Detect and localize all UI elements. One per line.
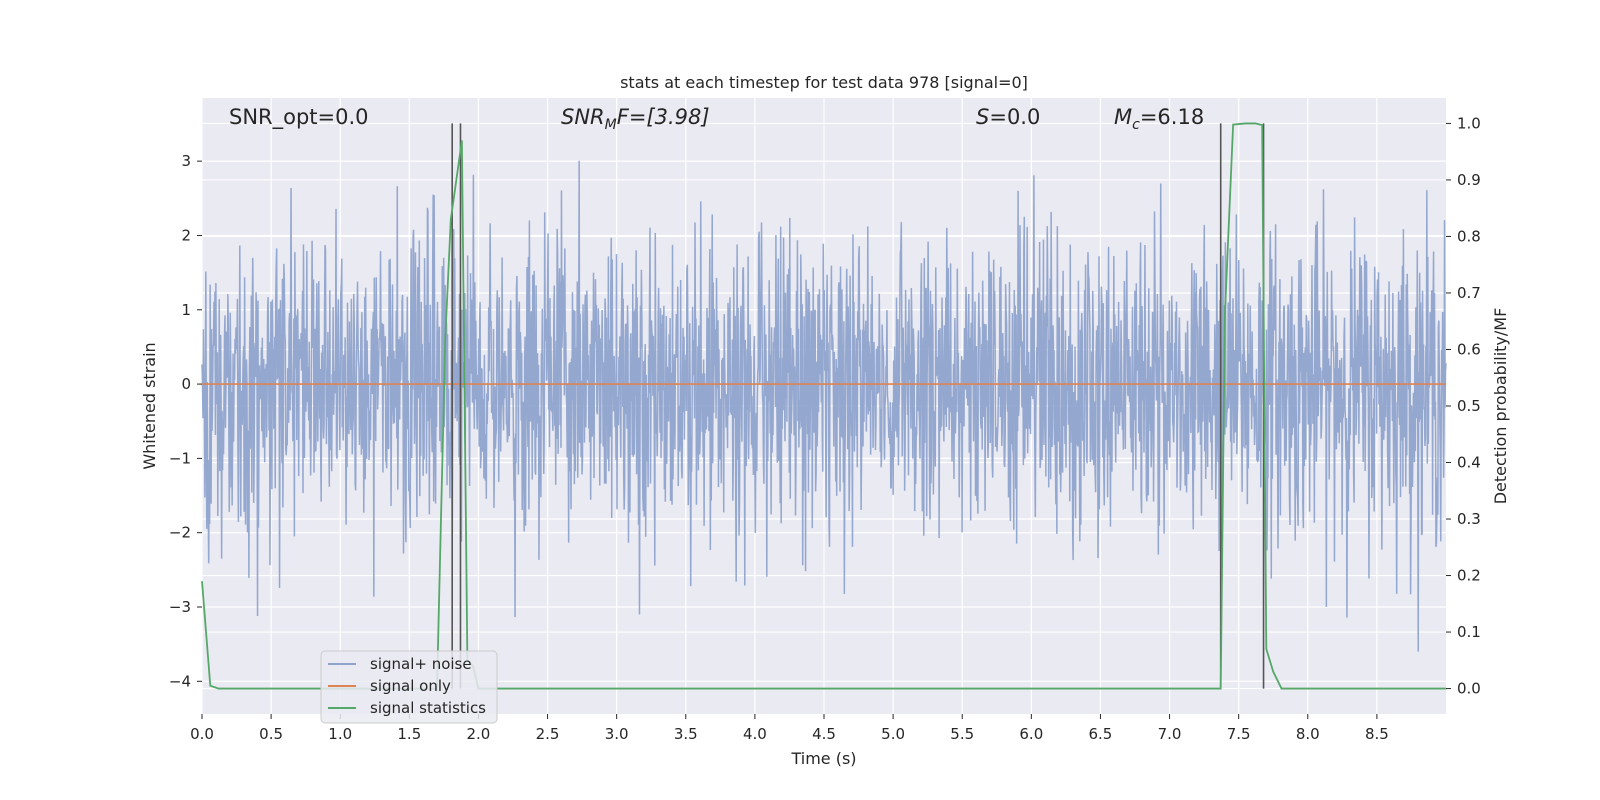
y-tick-label: −2: [169, 524, 191, 542]
annotation-snr-opt: SNR_opt=0.0: [229, 105, 369, 130]
y2-tick-label: 0.6: [1457, 340, 1481, 358]
y-axis-ticks: −4 −3 −2 −1 0 1 2 3: [169, 152, 202, 690]
y2-tick-label: 0.8: [1457, 227, 1481, 245]
x-tick-label: 6.5: [1089, 725, 1113, 743]
legend: signal+ noise signal only signal statist…: [320, 650, 498, 724]
x-tick-label: 2.5: [536, 725, 560, 743]
y-tick-label: −1: [169, 449, 191, 467]
annotation-mc-value: =6.18: [1140, 105, 1204, 129]
y2-tick-label: 0.1: [1457, 623, 1481, 641]
legend-label-signal-noise: signal+ noise: [370, 655, 472, 673]
x-tick-label: 4.5: [812, 725, 836, 743]
y-tick-label: 0: [181, 375, 191, 393]
x-tick-label: 3.0: [605, 725, 629, 743]
y-tick-label: −4: [169, 672, 191, 690]
x-tick-label: 6.0: [1019, 725, 1043, 743]
x-tick-label: 0.5: [259, 725, 283, 743]
x-tick-label: 8.5: [1365, 725, 1389, 743]
annotation-mc-subscript: c: [1132, 117, 1140, 133]
x-axis-label: Time (s): [790, 749, 856, 768]
x-axis-ticks: 0.0 0.5 1.0 1.5 2.0 2.5 3.0 3.5 4.0 4.5 5.0 5.5 6.0 6…: [190, 714, 1389, 743]
chart-title: stats at each timestep for test data 978…: [620, 73, 1028, 92]
y-axis-label: Whitened strain: [140, 342, 159, 469]
annotation-snr-mf: SNRMF=[3.98]: [561, 105, 710, 133]
annotation-mc: Mc=6.18: [1114, 105, 1204, 133]
y2-axis-label: Detection probability/MF: [1491, 308, 1510, 505]
x-tick-label: 3.5: [674, 725, 698, 743]
x-tick-label: 1.5: [397, 725, 421, 743]
x-tick-label: 5.0: [881, 725, 905, 743]
legend-label-signal-only: signal only: [370, 677, 451, 695]
legend-box: [320, 650, 498, 724]
y2-tick-label: 1.0: [1457, 114, 1481, 132]
y2-axis-ticks: 0.0 0.1 0.2 0.3 0.4 0.5 0.6 0.7 0.8 0.9 1.0: [1446, 114, 1481, 698]
y-tick-label: −3: [169, 598, 191, 616]
annotation-mc-symbol: M: [1114, 105, 1132, 129]
y2-tick-label: 0.4: [1457, 454, 1481, 472]
legend-label-signal-statistics: signal statistics: [370, 699, 486, 717]
x-tick-label: 1.0: [328, 725, 352, 743]
annotation-s: S=0.0: [976, 105, 1040, 129]
annotation-snr-mf-value: F=[3.98]: [617, 105, 710, 129]
annotation-s-symbol: S: [976, 105, 989, 129]
x-tick-label: 8.0: [1296, 725, 1320, 743]
y2-tick-label: 0.3: [1457, 510, 1481, 528]
y2-tick-label: 0.7: [1457, 284, 1481, 302]
y-tick-label: 2: [181, 226, 191, 244]
signal-noise-series: [201, 160, 1447, 652]
y2-tick-label: 0.5: [1457, 397, 1481, 415]
y2-tick-label: 0.9: [1457, 171, 1481, 189]
grid: [201, 98, 1446, 714]
x-tick-label: 4.0: [743, 725, 767, 743]
y2-tick-label: 0.0: [1457, 680, 1481, 698]
x-tick-label: 7.0: [1158, 725, 1182, 743]
x-tick-label: 2.0: [467, 725, 491, 743]
x-tick-label: 7.5: [1227, 725, 1251, 743]
series-line-signal-noise: [201, 160, 1447, 652]
x-tick-label: 5.5: [950, 725, 974, 743]
annotation-snr-mf-subscript: M: [605, 117, 617, 133]
annotation-snr-mf-symbol: SNR: [561, 105, 605, 129]
y-tick-label: 3: [181, 152, 191, 170]
y-tick-label: 1: [181, 301, 191, 319]
x-tick-label: 0.0: [190, 725, 214, 743]
y2-tick-label: 0.2: [1457, 567, 1481, 585]
annotation-s-value: =0.0: [989, 105, 1040, 129]
